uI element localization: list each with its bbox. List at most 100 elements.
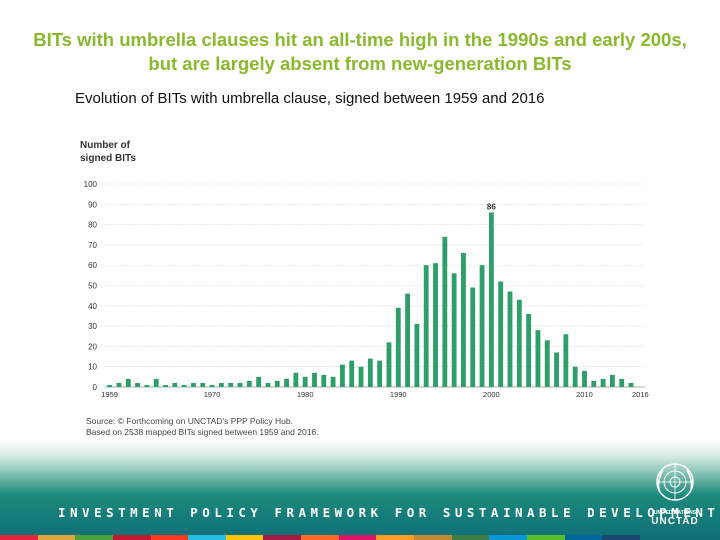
- strip-segment: [376, 535, 415, 540]
- bar-2010: [582, 370, 587, 387]
- source-line-2: Based on 2538 mapped BITs signed between…: [86, 427, 319, 437]
- bar-1984: [339, 364, 345, 387]
- bar-1969: [200, 382, 206, 387]
- bar-1980: [302, 376, 308, 387]
- strip-segment: [526, 535, 565, 540]
- bar-1978: [284, 378, 289, 387]
- footer-tagline: INVESTMENT POLICY FRAMEWORK FOR SUSTAINA…: [58, 505, 720, 520]
- bar-2001: [498, 281, 504, 387]
- bar-1992: [414, 324, 420, 387]
- peak-data-label: 86: [487, 202, 496, 211]
- bar-1993: [423, 265, 429, 387]
- slide-title: BITs with umbrella clauses hit an all-ti…: [33, 29, 687, 74]
- y-tick-label: 60: [88, 261, 97, 270]
- y-tick-label: 50: [88, 282, 97, 291]
- bar-1970: [209, 384, 215, 387]
- strip-segment: [338, 535, 377, 540]
- strip-segment: [301, 535, 339, 540]
- y-tick-labels: 0 10 20 30 40 50 60 70 80 90 100: [84, 180, 98, 392]
- bar-2009: [572, 366, 578, 387]
- bar-1981: [312, 372, 317, 387]
- x-tick-label: 1959: [101, 390, 118, 399]
- y-tick-label: 0: [93, 383, 98, 392]
- bar-1999: [479, 265, 485, 387]
- bar-1998: [470, 287, 476, 387]
- bar-1997: [461, 253, 466, 387]
- strip-segment: [37, 535, 76, 540]
- y-tick-label: 80: [88, 221, 97, 230]
- bar-1994: [433, 263, 438, 387]
- x-tick-label: 2010: [576, 390, 593, 399]
- bar-1975: [256, 376, 262, 387]
- y-axis-title-line2: signed BITs: [80, 153, 136, 164]
- bar-1966: [172, 382, 178, 387]
- bar-1983: [330, 376, 336, 387]
- bar-1965: [163, 384, 168, 387]
- bar-1979: [293, 372, 299, 387]
- strip-segment: [602, 535, 640, 540]
- logo-text-top: UNITED NATIONS: [653, 510, 697, 516]
- strip-segment: [112, 535, 151, 540]
- strip-segment: [489, 535, 527, 540]
- bar-1973: [237, 382, 243, 387]
- strip-segment: [564, 535, 603, 540]
- un-emblem-icon: [656, 463, 694, 501]
- source-line-1: Source: © Forthcoming on UNCTAD's PPP Po…: [86, 416, 293, 426]
- bar-1964: [153, 378, 159, 387]
- bar-chart: Number of signed BITs 0 10 20 30 40 50 60 70 80 9…: [80, 140, 649, 437]
- bar-1985: [349, 360, 355, 387]
- strip-segment: [451, 535, 490, 540]
- bar-2015: [628, 382, 634, 387]
- y-tick-label: 100: [84, 180, 98, 189]
- bar-1988: [377, 360, 383, 387]
- bars: [107, 212, 634, 387]
- x-tick-label: 1970: [204, 390, 221, 399]
- bar-1989: [386, 342, 392, 387]
- x-tick-label: 1980: [297, 390, 314, 399]
- footer-band: [0, 440, 720, 540]
- bar-1971: [218, 382, 224, 387]
- bar-2008: [563, 334, 569, 387]
- bar-1962: [135, 382, 141, 387]
- sdg-color-strip: [0, 535, 640, 540]
- bar-2011: [591, 380, 597, 387]
- bar-1974: [246, 380, 252, 387]
- bar-1982: [321, 374, 327, 387]
- bar-1959: [107, 384, 113, 387]
- strip-segment: [414, 535, 452, 540]
- strip-segment: [75, 535, 113, 540]
- bar-1960: [116, 382, 122, 387]
- bar-1976: [265, 382, 271, 387]
- strip-segment: [0, 535, 38, 540]
- x-tick-label: 2000: [483, 390, 500, 399]
- bar-1990: [395, 307, 401, 387]
- bar-1991: [405, 293, 411, 387]
- bar-1996: [451, 273, 457, 387]
- bar-1986: [358, 366, 364, 387]
- y-axis-title-line1: Number of: [80, 140, 131, 151]
- bar-2006: [544, 340, 550, 387]
- strip-segment: [225, 535, 264, 540]
- y-tick-label: 40: [88, 302, 97, 311]
- y-tick-label: 10: [88, 363, 97, 372]
- bar-2004: [526, 313, 532, 387]
- bar-1972: [228, 382, 234, 387]
- gridlines: [105, 183, 645, 388]
- bar-1968: [191, 382, 196, 387]
- bar-1967: [181, 384, 187, 387]
- bar-2012: [600, 378, 606, 387]
- un-logo: UNITED NATIONS UNCTAD: [645, 460, 705, 535]
- bar-2000: [488, 212, 494, 387]
- bar-2007: [554, 352, 559, 387]
- bar-2003: [516, 299, 522, 387]
- strip-segment: [188, 535, 226, 540]
- bar-2013: [609, 374, 615, 387]
- bar-1961: [125, 378, 131, 387]
- bar-2014: [619, 378, 625, 387]
- y-tick-label: 70: [88, 241, 97, 250]
- x-tick-label: 2016: [632, 390, 649, 399]
- bar-2005: [535, 330, 541, 387]
- x-tick-label: 1990: [390, 390, 407, 399]
- logo-text-bottom: UNCTAD: [651, 516, 699, 527]
- y-tick-label: 30: [88, 322, 97, 331]
